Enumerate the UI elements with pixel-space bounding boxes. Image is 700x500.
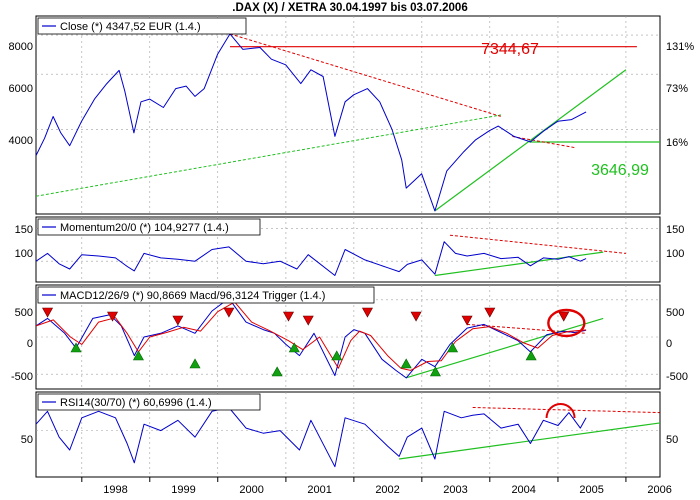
y-tick-label-right: -500	[666, 371, 688, 383]
legend-label: RSI14(30/70) (*) 60,6996 (1.4.)	[60, 397, 212, 409]
legend: RSI14(30/70) (*) 60,6996 (1.4.)	[37, 393, 261, 411]
y-tick-label-left: 500	[15, 307, 33, 319]
y-tick-label-right: 500	[666, 307, 684, 319]
trend-line	[512, 135, 575, 149]
buy-signal-marker	[70, 342, 82, 353]
buy-signal-marker	[189, 358, 201, 369]
x-tick-label: 2004	[511, 484, 535, 496]
buy-signal-marker	[288, 342, 300, 353]
price-annotation: 3646,99	[591, 162, 649, 179]
chart-title: .DAX (X) / XETRA 30.04.1997 bis 03.07.20…	[232, 2, 467, 14]
panel-rsi: RSI14(30/70) (*) 60,6996 (1.4.) 50 50	[21, 391, 678, 478]
y-tick-label-right: 131%	[666, 41, 694, 53]
legend-box	[37, 286, 375, 304]
buy-signal-marker	[447, 342, 459, 353]
trend-line	[406, 317, 604, 379]
sell-signal-marker	[558, 311, 570, 322]
buy-signal-marker	[331, 350, 343, 361]
x-tick-label: 2000	[239, 484, 263, 496]
x-tick-label: 2006	[647, 484, 671, 496]
sell-signal-marker	[282, 311, 295, 322]
panel-macd: MACD12/26/9 (*) 90,8669 Macd/96,3124 Tri…	[11, 284, 688, 390]
sell-signal-marker	[302, 315, 314, 326]
y-tick-label-left: 50	[21, 434, 33, 446]
y-tick-label-left: 0	[27, 338, 33, 350]
series-line-macd	[36, 297, 587, 379]
y-tick-label-left: 6000	[9, 83, 33, 95]
x-tick-label: 2002	[375, 484, 399, 496]
trend-line	[434, 69, 627, 212]
sell-signal-marker	[107, 311, 119, 322]
trend-line	[399, 422, 660, 460]
panel-plot-area	[36, 33, 660, 212]
legend-box	[37, 393, 261, 411]
panel-price: Close (*) 4347,52 EUR (1.4.) 8000 6000 4000…	[9, 15, 694, 215]
y-tick-label-left: 150	[15, 224, 33, 236]
x-tick-label: 2005	[579, 484, 603, 496]
sell-signal-marker	[223, 307, 235, 318]
legend-box	[37, 218, 261, 236]
y-tick-label-right: 50	[666, 434, 678, 446]
trend-line	[434, 251, 604, 277]
y-tick-label-left: 8000	[9, 41, 33, 53]
legend-box	[37, 17, 247, 35]
panel-plot-area	[36, 297, 604, 379]
x-tick-label: 1999	[171, 484, 195, 496]
sell-signal-marker	[42, 307, 54, 318]
panel-plot-area	[36, 406, 660, 468]
legend-label: Momentum20/0 (*) 104,9277 (1.4.)	[60, 222, 229, 234]
y-tick-label-right: 73%	[666, 83, 688, 95]
sell-signal-marker	[484, 307, 496, 318]
buy-signal-marker	[271, 366, 283, 377]
buy-signal-marker	[525, 350, 537, 361]
sell-signal-marker	[410, 311, 422, 322]
sell-signal-marker	[172, 315, 184, 326]
y-tick-label-right: 0	[666, 338, 672, 350]
x-tick-label: 1998	[103, 484, 127, 496]
y-tick-label-right: 150	[666, 224, 684, 236]
trend-line	[472, 406, 660, 414]
y-tick-label-left: -500	[11, 371, 33, 383]
highlight-ring	[547, 308, 586, 338]
series-line-trigger	[36, 301, 587, 371]
buy-signal-marker	[132, 350, 144, 361]
panel-plot-area	[36, 234, 626, 277]
trend-line	[229, 33, 502, 117]
legend-label: Close (*) 4347,52 EUR (1.4.)	[60, 21, 201, 33]
trend-line	[36, 114, 502, 197]
highlight-arc	[545, 403, 576, 419]
panel-frame	[35, 15, 661, 215]
buy-signal-marker	[400, 358, 412, 369]
sell-signal-marker	[461, 315, 473, 326]
series-line-price	[36, 33, 587, 212]
y-tick-label-left: 4000	[9, 135, 33, 147]
series-line-rsi	[36, 407, 587, 468]
y-tick-label-left: 100	[15, 248, 33, 260]
price-annotation: 7344,67	[481, 41, 539, 58]
sell-signal-marker	[361, 307, 373, 318]
x-tick-label: 2001	[307, 484, 331, 496]
series-line-momentum	[36, 241, 587, 276]
y-tick-label-right: 16%	[666, 137, 688, 149]
legend: Momentum20/0 (*) 104,9277 (1.4.)	[37, 218, 261, 236]
legend: MACD12/26/9 (*) 90,8669 Macd/96,3124 Tri…	[37, 286, 375, 304]
x-tick-label: 2003	[443, 484, 467, 496]
trend-line	[449, 234, 626, 254]
legend-label: MACD12/26/9 (*) 90,8669 Macd/96,3124 Tri…	[60, 290, 325, 302]
panel-momentum: Momentum20/0 (*) 104,9277 (1.4.) 150 100 15…	[15, 216, 684, 283]
buy-signal-marker	[429, 366, 441, 377]
y-tick-label-right: 100	[666, 248, 684, 260]
legend: Close (*) 4347,52 EUR (1.4.)	[37, 17, 247, 35]
